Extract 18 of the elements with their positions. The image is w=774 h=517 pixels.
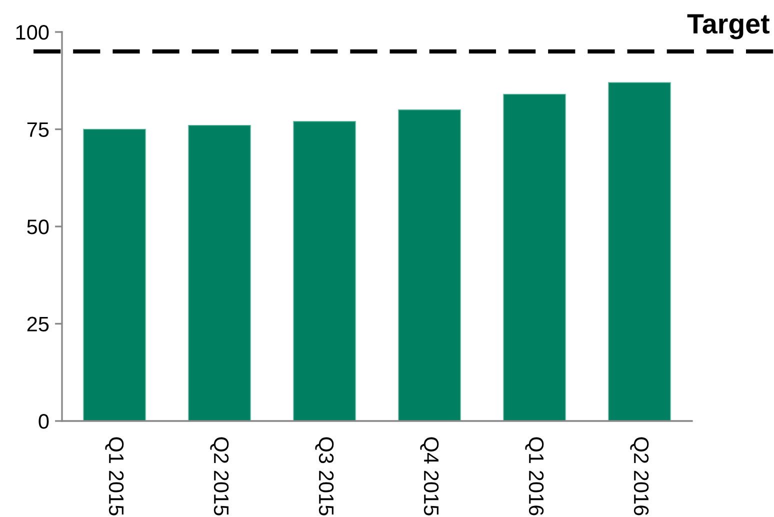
x-tick-label: Q3 2015 xyxy=(315,437,334,516)
x-tick-label: Q4 2015 xyxy=(420,437,439,516)
bar xyxy=(398,109,461,421)
bar xyxy=(608,82,671,421)
x-tick-label: Q1 2016 xyxy=(525,437,544,516)
bar xyxy=(293,121,356,421)
y-tick-label: 50 xyxy=(27,220,49,234)
y-tick-label: 0 xyxy=(38,414,49,429)
y-tick-label: 75 xyxy=(27,122,49,138)
x-tick-label: Q1 2015 xyxy=(105,437,124,516)
y-tick-label: 25 xyxy=(27,316,49,332)
bar xyxy=(503,94,566,421)
x-tick-label: Q2 2016 xyxy=(630,437,649,516)
bar xyxy=(188,124,251,421)
ref-line-label: Target xyxy=(687,14,770,40)
y-tick-label: 100 xyxy=(16,25,49,40)
x-tick-label: Q2 2015 xyxy=(210,437,229,516)
bar xyxy=(83,128,146,421)
